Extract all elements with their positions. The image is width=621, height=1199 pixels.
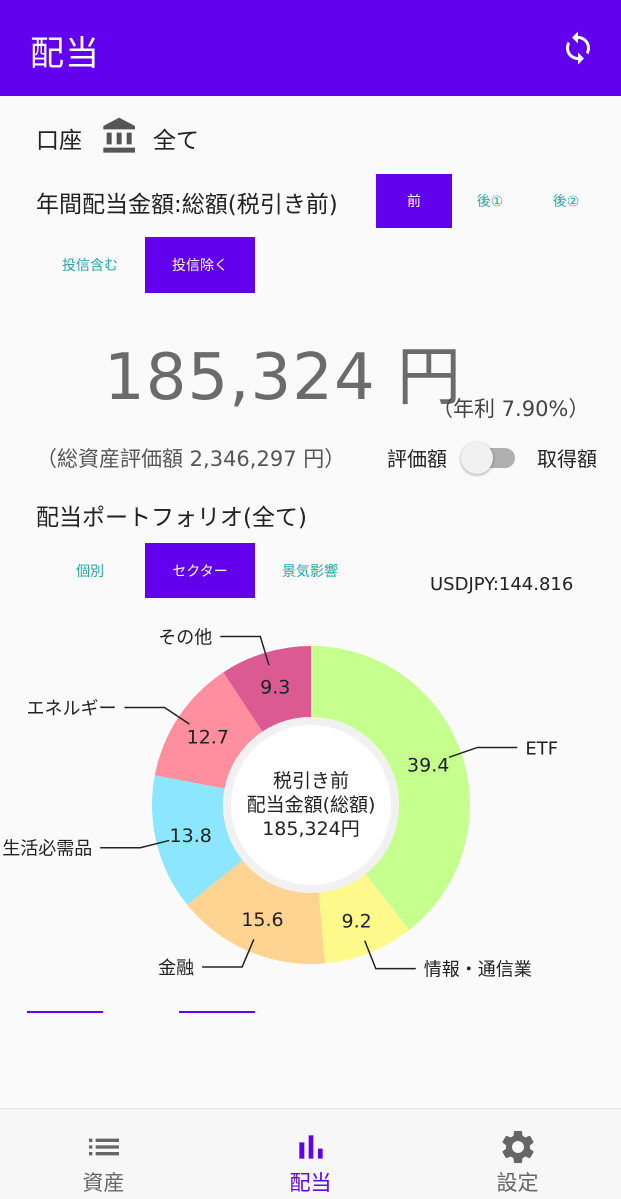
tab-underline <box>179 1011 255 1013</box>
tab-economy[interactable]: 景気影響 <box>282 563 338 580</box>
valuation-label: 評価額 <box>387 447 447 471</box>
chart-center-hole <box>231 725 391 885</box>
slice-category-label: 情報・通信業 <box>424 960 532 981</box>
refresh-icon <box>566 31 590 65</box>
center-line-1: 税引き前 <box>273 770 349 792</box>
slice-leader-line <box>448 746 518 758</box>
nav-assets[interactable]: 資産 <box>0 1109 207 1199</box>
refresh-button[interactable] <box>552 22 604 74</box>
tax-after1-button[interactable]: 後① <box>476 194 504 210</box>
sector-donut-chart[interactable]: 税引き前 配当金額(総額) 185,324円 39.4 ETF 9.2 情報・通信業 1… <box>0 610 621 990</box>
nav-dividend-label: 配当 <box>289 1171 332 1195</box>
pie-slice[interactable] <box>187 860 325 964</box>
slice-value-label: 15.6 <box>241 909 283 931</box>
tab-underline <box>27 1011 103 1013</box>
annual-dividend-amount: 185,324 円 <box>104 341 462 415</box>
slice-leader-line <box>364 940 416 970</box>
list-icon <box>88 1138 119 1156</box>
bank-icon[interactable] <box>100 116 140 156</box>
tax-before-button[interactable]: 前 <box>376 174 452 228</box>
cost-label: 取得額 <box>537 447 597 471</box>
tab-sector[interactable]: セクター <box>145 543 255 598</box>
slice-value-label: 13.8 <box>170 825 212 847</box>
valuation-cost-switch[interactable] <box>461 441 517 474</box>
pie-slice[interactable] <box>152 775 243 905</box>
center-line-2: 配当金額(総額) <box>247 794 376 816</box>
nav-dividend[interactable]: 配当 <box>207 1109 414 1199</box>
tab-individual[interactable]: 個別 <box>76 563 104 580</box>
slice-category-label: 金融 <box>158 958 194 979</box>
slice-category-label: エネルギー <box>27 698 117 719</box>
pie-slice[interactable] <box>318 874 410 964</box>
nav-assets-label: 資産 <box>82 1171 125 1195</box>
slice-value-label: 9.2 <box>342 910 372 932</box>
exclude-funds-button[interactable]: 投信除く <box>145 237 255 293</box>
slice-category-label: その他 <box>158 627 212 648</box>
slice-category-label: 生活必需品 <box>2 839 92 860</box>
slice-leader-line <box>202 939 255 968</box>
gear-icon <box>501 1131 534 1163</box>
tax-after2-button[interactable]: 後② <box>552 194 580 210</box>
account-value[interactable]: 全て <box>153 128 199 154</box>
app-bar: 配当 <box>0 0 621 96</box>
slice-value-label: 12.7 <box>187 726 229 748</box>
pie-slice[interactable] <box>154 672 263 789</box>
annual-dividend-title: 年間配当金額:総額(税引き前) <box>36 192 338 218</box>
bottom-navigation: 資産 配当 設定 <box>0 1108 621 1199</box>
annual-yield: （年利 7.90%） <box>432 397 590 421</box>
slice-leader-line <box>220 635 270 666</box>
nav-settings[interactable]: 設定 <box>414 1109 621 1199</box>
page-title: 配当 <box>30 34 100 74</box>
include-funds-button[interactable]: 投信含む <box>62 258 118 274</box>
total-asset-value: （総資産評価額 2,346,297 円） <box>36 447 346 471</box>
slice-leader-line <box>124 706 190 725</box>
center-line-3: 185,324円 <box>262 818 360 840</box>
slice-value-label: 39.4 <box>407 754 449 776</box>
pie-slice[interactable] <box>311 646 470 931</box>
bar-chart-icon <box>298 1135 323 1159</box>
slice-category-label: ETF <box>525 738 558 759</box>
slice-value-label: 9.3 <box>260 676 290 698</box>
fx-rate: USDJPY:144.816 <box>430 574 574 595</box>
slice-leader-line <box>100 839 170 849</box>
account-label: 口座 <box>36 128 82 154</box>
nav-settings-label: 設定 <box>496 1171 539 1195</box>
pie-slice[interactable] <box>223 646 311 732</box>
portfolio-title: 配当ポートフォリオ(全て) <box>36 505 307 531</box>
